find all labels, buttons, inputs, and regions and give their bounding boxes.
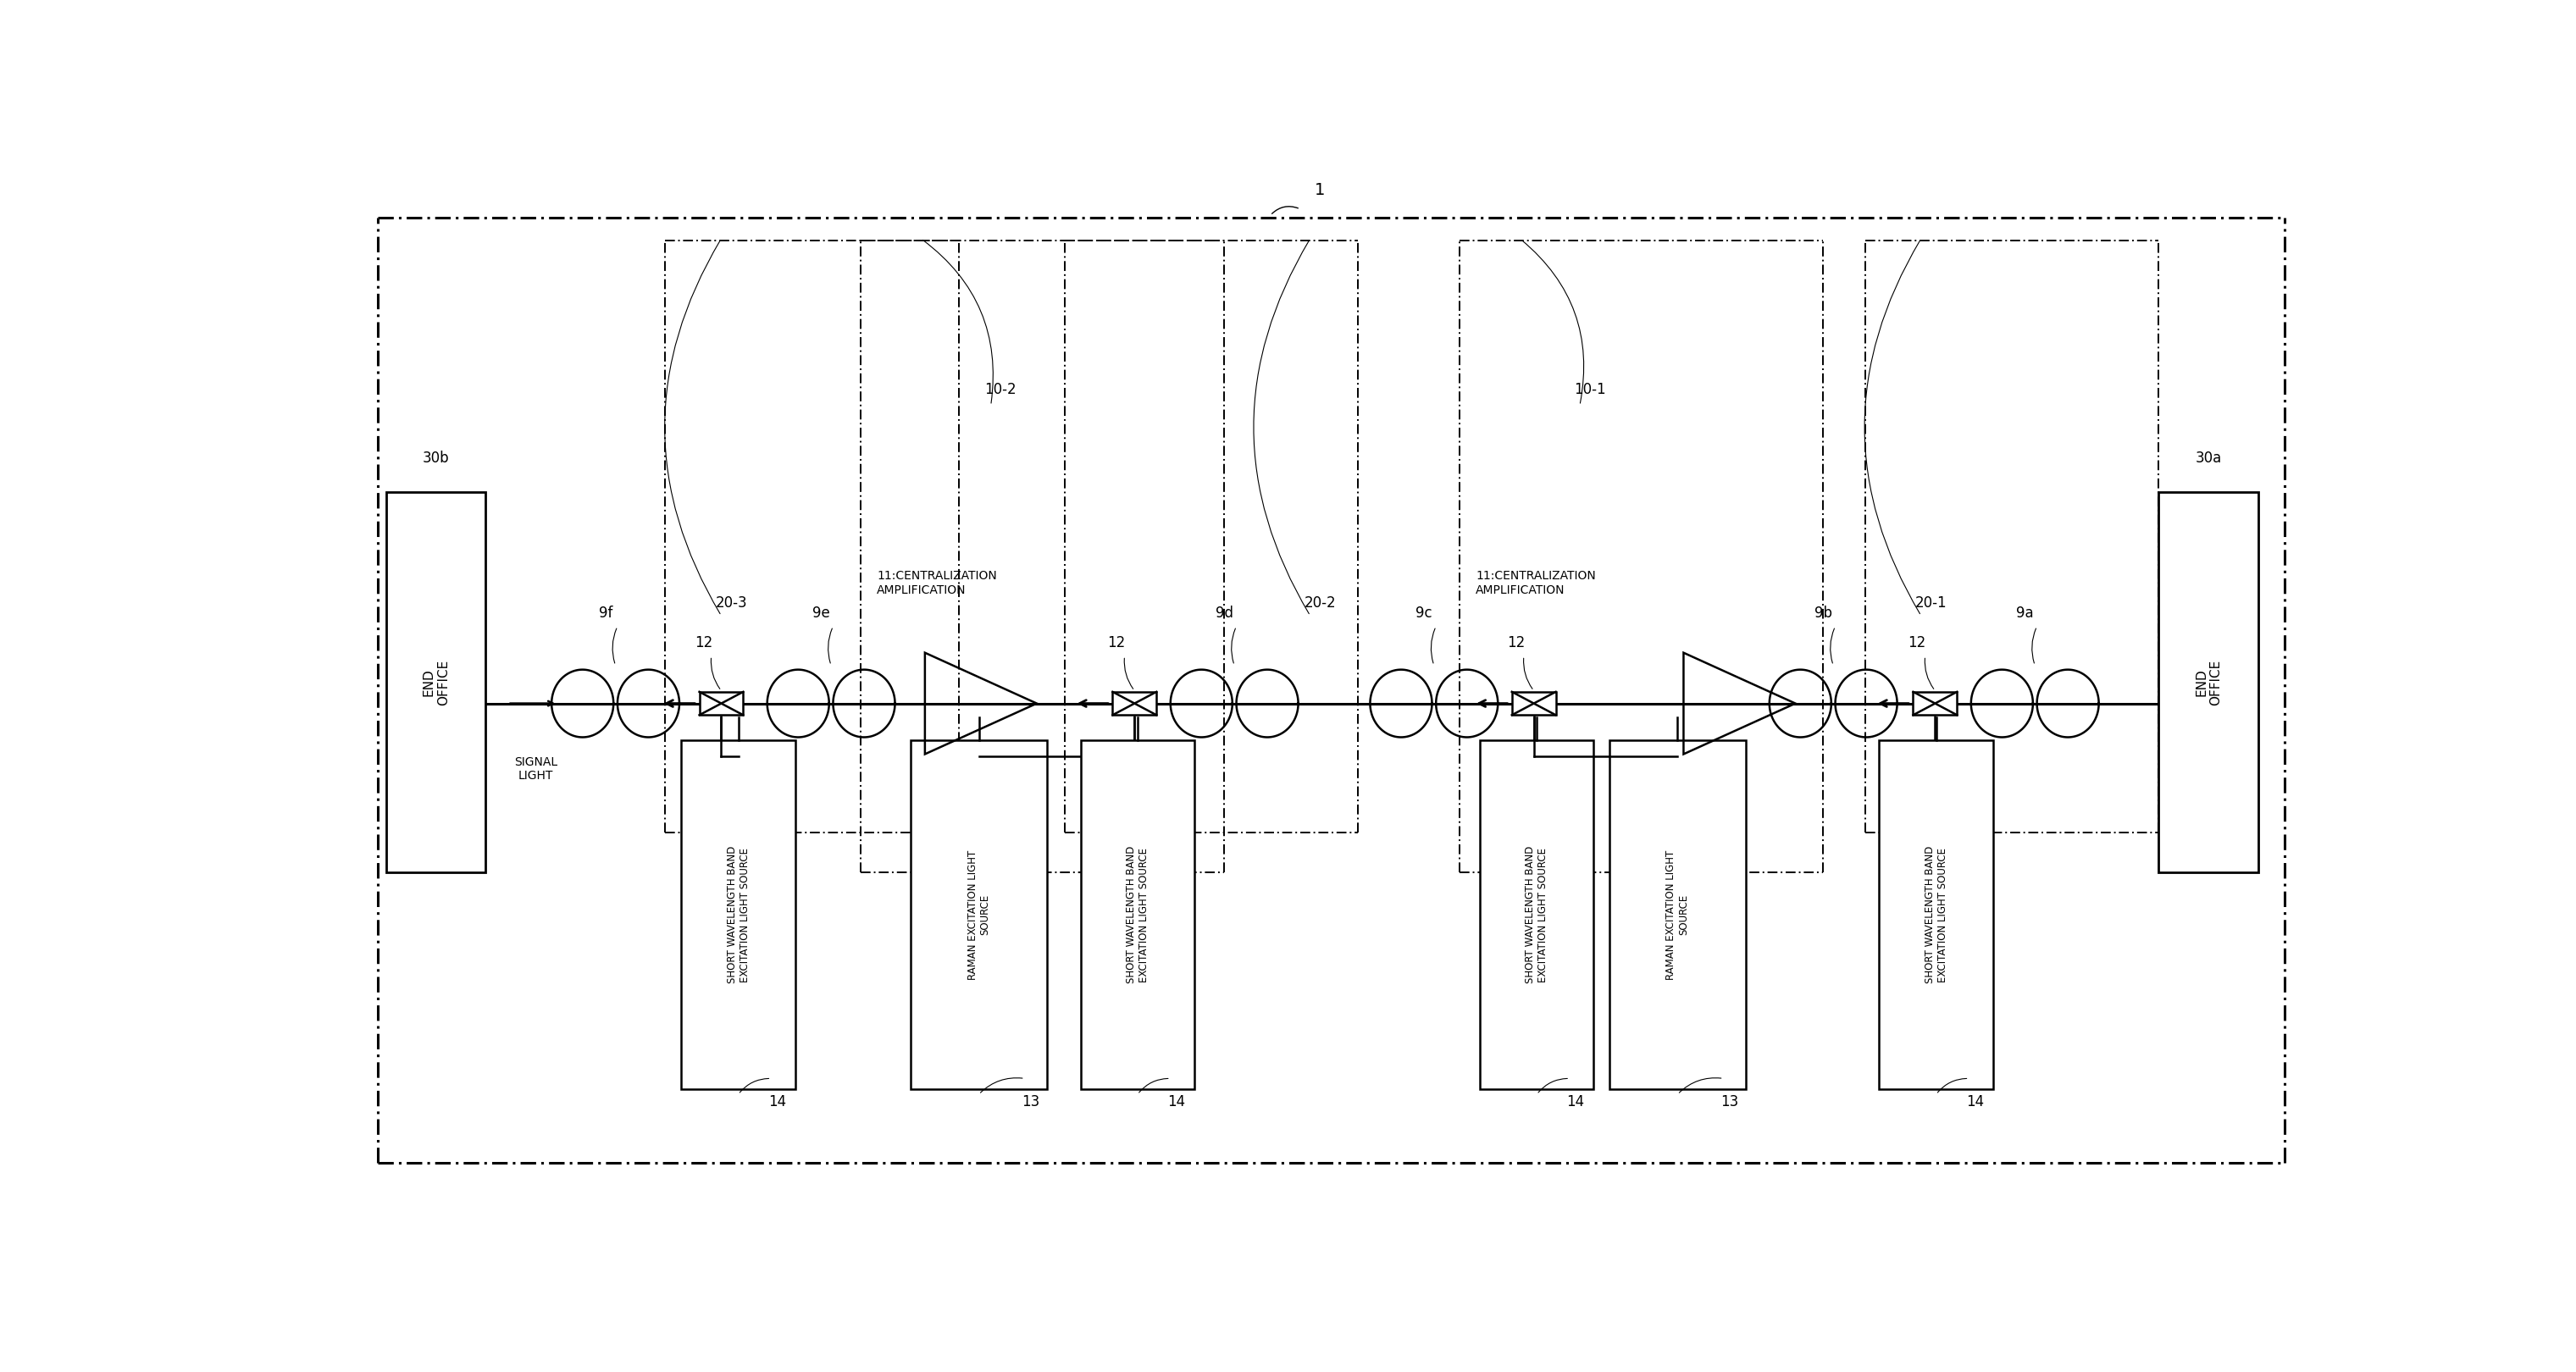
Bar bbox=[2159, 493, 2259, 873]
Bar bbox=[1914, 691, 1958, 715]
Text: SHORT WAVELENGTH BAND
EXCITATION LIGHT SOURCE: SHORT WAVELENGTH BAND EXCITATION LIGHT S… bbox=[726, 847, 750, 984]
Text: 11:CENTRALIZATION
AMPLIFICATION: 11:CENTRALIZATION AMPLIFICATION bbox=[876, 571, 997, 595]
Text: 9f: 9f bbox=[598, 606, 613, 622]
Text: 1: 1 bbox=[1314, 182, 1327, 199]
Text: 12: 12 bbox=[1909, 635, 1927, 650]
Bar bbox=[1479, 741, 1595, 1089]
Text: END
OFFICE: END OFFICE bbox=[422, 660, 451, 705]
Text: SHORT WAVELENGTH BAND
EXCITATION LIGHT SOURCE: SHORT WAVELENGTH BAND EXCITATION LIGHT S… bbox=[1525, 847, 1548, 984]
Text: 14: 14 bbox=[1566, 1095, 1584, 1110]
Text: 11:CENTRALIZATION
AMPLIFICATION: 11:CENTRALIZATION AMPLIFICATION bbox=[1476, 571, 1597, 595]
Text: END
OFFICE: END OFFICE bbox=[2195, 660, 2223, 705]
Text: 9a: 9a bbox=[2017, 606, 2032, 622]
Text: RAMAN EXCITATION LIGHT
SOURCE: RAMAN EXCITATION LIGHT SOURCE bbox=[1667, 849, 1690, 980]
Text: 10-1: 10-1 bbox=[1574, 381, 1605, 397]
Text: 20-3: 20-3 bbox=[716, 595, 747, 611]
Text: 12: 12 bbox=[1507, 635, 1525, 650]
Text: SIGNAL
LIGHT: SIGNAL LIGHT bbox=[515, 756, 556, 782]
Text: 13: 13 bbox=[1721, 1095, 1739, 1110]
Bar bbox=[1512, 691, 1556, 715]
Bar bbox=[1113, 691, 1157, 715]
Text: 9c: 9c bbox=[1417, 606, 1432, 622]
Text: 30b: 30b bbox=[422, 450, 448, 465]
Text: 14: 14 bbox=[768, 1095, 786, 1110]
Text: 14: 14 bbox=[1167, 1095, 1185, 1110]
Bar bbox=[1610, 741, 1747, 1089]
Bar bbox=[698, 691, 744, 715]
Text: SHORT WAVELENGTH BAND
EXCITATION LIGHT SOURCE: SHORT WAVELENGTH BAND EXCITATION LIGHT S… bbox=[1924, 847, 1947, 984]
Bar bbox=[1880, 741, 1994, 1089]
Text: 10-2: 10-2 bbox=[984, 381, 1018, 397]
Bar bbox=[1082, 741, 1195, 1089]
Text: 14: 14 bbox=[1965, 1095, 1984, 1110]
Bar bbox=[912, 741, 1046, 1089]
Text: 12: 12 bbox=[1108, 635, 1126, 650]
Text: RAMAN EXCITATION LIGHT
SOURCE: RAMAN EXCITATION LIGHT SOURCE bbox=[966, 849, 992, 980]
Text: SHORT WAVELENGTH BAND
EXCITATION LIGHT SOURCE: SHORT WAVELENGTH BAND EXCITATION LIGHT S… bbox=[1126, 847, 1149, 984]
Text: 12: 12 bbox=[696, 635, 714, 650]
Text: 9e: 9e bbox=[811, 606, 829, 622]
Bar bbox=[680, 741, 796, 1089]
Text: 13: 13 bbox=[1023, 1095, 1041, 1110]
Text: 9d: 9d bbox=[1216, 606, 1234, 622]
Text: 20-2: 20-2 bbox=[1303, 595, 1337, 611]
Text: 20-1: 20-1 bbox=[1914, 595, 1947, 611]
Text: 9b: 9b bbox=[1814, 606, 1832, 622]
Bar bbox=[386, 493, 487, 873]
Text: 30a: 30a bbox=[2195, 450, 2223, 465]
